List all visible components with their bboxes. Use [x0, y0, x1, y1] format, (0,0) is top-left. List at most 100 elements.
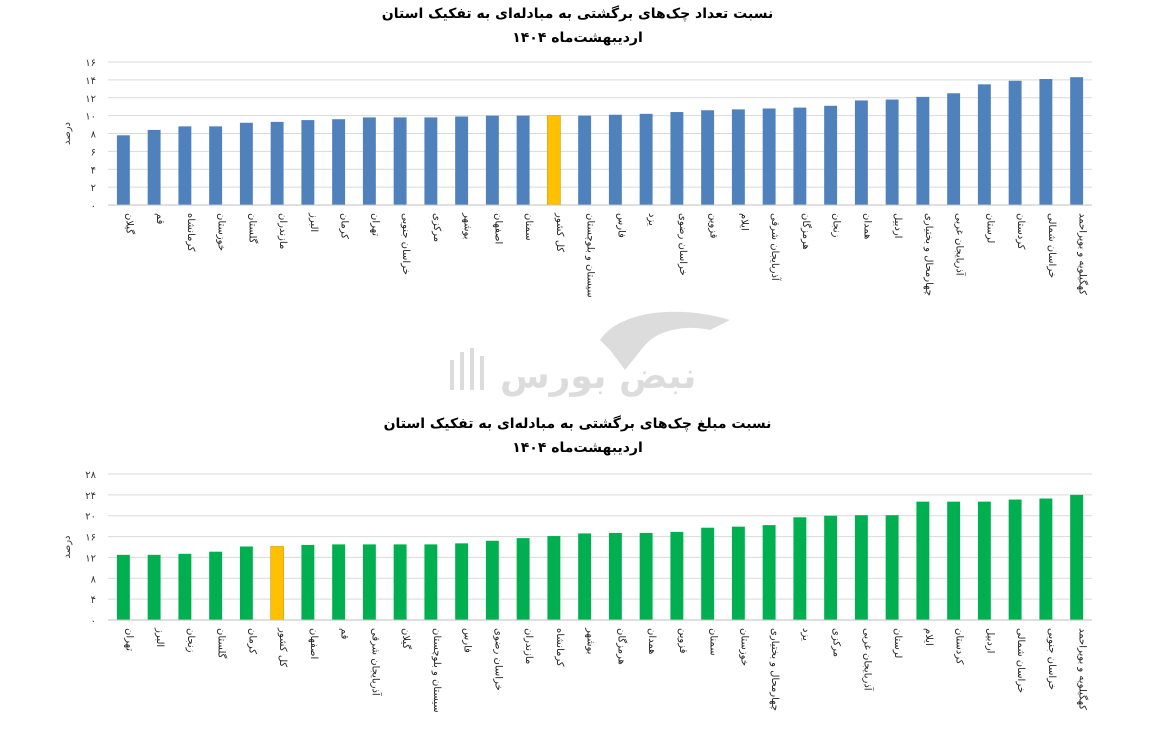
x-tick-label: مرکزی: [431, 213, 442, 242]
bar: [1039, 78, 1053, 205]
x-tick-label: کرمان: [339, 213, 350, 239]
x-tick-label: اردبیل: [984, 628, 995, 653]
x-tick-label: زنجان: [185, 628, 196, 653]
bar: [485, 540, 499, 620]
x-tick-label: خوزستان: [216, 213, 227, 251]
x-tick-label: خراسان جنوبی: [1046, 628, 1057, 690]
bar: [947, 93, 961, 205]
bar: [824, 105, 838, 205]
x-tick-label: ایلام: [738, 213, 749, 231]
x-tick-label: قم: [154, 213, 165, 225]
x-tick-label: آذربایجان غربی: [861, 628, 874, 692]
bar: [977, 84, 991, 205]
bar: [731, 526, 745, 620]
x-tick-label: کل کشور: [277, 627, 288, 667]
x-tick-label: کردستان: [1015, 213, 1026, 250]
bar: [116, 554, 130, 620]
bar: [178, 126, 192, 205]
bar: [547, 536, 561, 620]
x-tick-label: قزوین: [708, 213, 719, 239]
bar: [516, 538, 530, 620]
bar: [301, 120, 315, 205]
bar: [455, 116, 469, 205]
x-tick-label: تهران: [123, 628, 134, 651]
bar: [793, 517, 807, 620]
watermark: نبض بورس: [410, 300, 750, 400]
bar: [885, 515, 899, 620]
bar: [762, 108, 776, 205]
y-axis-title: درصد: [62, 122, 73, 145]
x-tick-label: اصفهان: [492, 213, 503, 244]
bar: [301, 544, 315, 620]
x-tick-label: آذربایجان شرقی: [369, 628, 382, 697]
bar: [178, 553, 192, 620]
bar: [147, 554, 161, 620]
bar: [731, 109, 745, 205]
x-tick-label: خراسان رضوی: [677, 213, 688, 276]
y-tick-label: ۱۰: [85, 112, 96, 123]
x-tick-label: کهگیلویه و بویراحمد: [1077, 213, 1089, 295]
bar: [947, 501, 961, 620]
y-tick-label: ۱۴: [85, 76, 96, 87]
bar: [608, 532, 622, 620]
bar: [270, 121, 284, 205]
bar: [639, 113, 653, 205]
x-tick-label: فارس: [615, 213, 626, 238]
bar: [516, 115, 530, 205]
bar: [701, 527, 715, 620]
bar: [1008, 80, 1022, 205]
bar: [762, 525, 776, 620]
bar: [1070, 494, 1084, 620]
x-tick-label: البرز: [308, 212, 319, 232]
x-tick-label: کهگیلویه و بویراحمد: [1077, 628, 1089, 710]
x-tick-label: سیستان و بلوچستان: [431, 628, 442, 713]
x-tick-label: گیلان: [400, 628, 412, 649]
y-tick-label: ۰: [91, 616, 96, 627]
y-tick-label: ۶: [91, 147, 96, 158]
x-tick-label: زنجان: [831, 213, 842, 238]
bar: [147, 129, 161, 205]
bar: [362, 117, 376, 205]
bar: [239, 546, 253, 620]
x-tick-label: ایلام: [923, 628, 934, 646]
y-tick-label: ۱۲: [85, 553, 96, 564]
bar-highlight: [547, 115, 561, 206]
x-tick-label: گلستان: [216, 628, 228, 659]
x-tick-label: لرستان: [984, 213, 995, 243]
bar: [424, 117, 438, 205]
y-tick-label: ۲۴: [85, 491, 96, 502]
chart1-plot: ۰ ۲ ۴ ۶ ۸ ۱۰ ۱۲ ۱۴ ۱۶ درصد گیلان قم کرمانشاه خوزستان گ…: [62, 58, 1092, 298]
watermark-text: نبض بورس: [500, 356, 696, 397]
x-tick-label: قزوین: [677, 628, 688, 654]
bull-logo-icon: نبض بورس: [450, 311, 730, 397]
y-tick-label: ۰: [91, 201, 96, 212]
y-tick-label: ۸: [91, 130, 97, 141]
bar: [332, 544, 346, 620]
bar: [332, 119, 346, 205]
bar: [578, 115, 592, 205]
bar: [670, 112, 684, 205]
x-tick-label: البرز: [154, 627, 165, 647]
chart1-title: نسبت تعداد چک‌های برگشتی به مبادله‌ای به…: [381, 6, 774, 22]
x-tick-label: چهارمحال و بختیاری: [769, 628, 780, 711]
x-tick-label: بوشهر: [462, 212, 473, 239]
x-tick-label: کرمانشاه: [185, 213, 196, 252]
bar: [854, 515, 868, 620]
y-tick-label: ۲۸: [85, 470, 96, 481]
bar: [393, 544, 407, 620]
bar: [854, 100, 868, 205]
bar: [670, 531, 684, 620]
y-tick-label: ۲۰: [85, 512, 96, 523]
bar: [793, 107, 807, 205]
x-tick-label: خراسان رضوی: [492, 628, 503, 691]
x-tick-label: مازندران: [523, 628, 534, 664]
bar: [209, 126, 223, 205]
y-tick-label: ۱۲: [85, 94, 96, 105]
bar: [639, 532, 653, 620]
bar: [578, 533, 592, 620]
x-tick-label: همدان: [861, 213, 872, 239]
x-tick-label: مرکزی: [831, 628, 842, 657]
x-tick-label: آذربایجان شرقی: [769, 213, 782, 282]
bar-highlight: [270, 546, 284, 621]
x-tick-label: خوزستان: [738, 628, 749, 666]
